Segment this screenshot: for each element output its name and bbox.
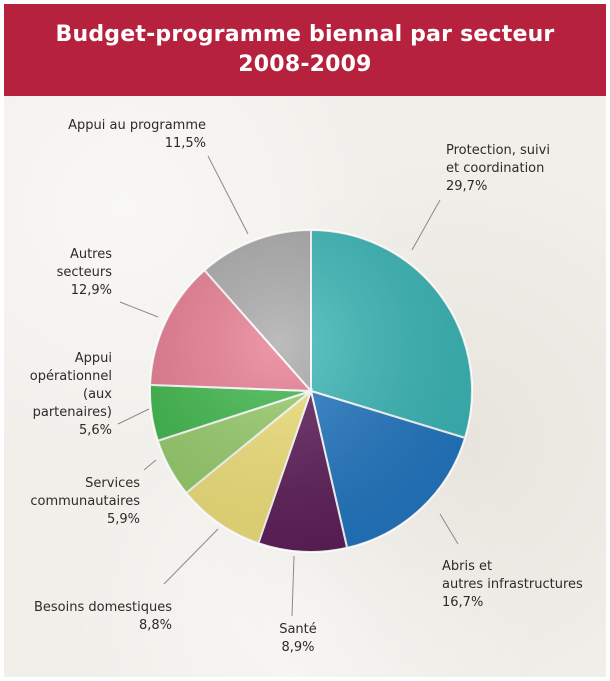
- slice-name-line: autres infrastructures: [442, 577, 583, 592]
- leader-line-0: [411, 199, 441, 251]
- slice-value-label: 11,5%: [165, 136, 206, 151]
- leader-line-1: [439, 513, 459, 545]
- title-bar: Budget-programme biennal par secteur 200…: [4, 4, 606, 96]
- slice-name-line: Appui au programme: [68, 118, 206, 133]
- slice-value-label: 5,6%: [79, 423, 112, 438]
- leader-line-7: [207, 155, 249, 235]
- slice-name-line: partenaires): [33, 405, 112, 420]
- leader-line-5: [117, 408, 150, 425]
- slice-name-line: Besoins domestiques: [34, 600, 172, 615]
- slice-value-label: 8,8%: [139, 618, 172, 633]
- slice-name-line: Services: [85, 476, 140, 491]
- slice-name-line: opérationnel: [30, 369, 112, 384]
- slice-label-2: Santé 8,9%: [279, 622, 317, 655]
- slice-value-label: 12,9%: [71, 283, 112, 298]
- leader-line-6: [119, 301, 159, 318]
- leader-line-4: [143, 459, 157, 471]
- slice-name-line: Autres: [70, 247, 112, 262]
- slice-label-7: Appui au programme 11,5%: [68, 118, 206, 151]
- chart-subtitle: 2008-2009: [238, 52, 372, 77]
- slice-name-line: communautaires: [30, 494, 140, 509]
- slice-name-line: Abris et: [442, 559, 492, 574]
- slice-label-0: Protection, suivi et coordination 29,7%: [446, 143, 550, 194]
- slice-value-label: 16,7%: [442, 595, 483, 610]
- slice-name-line: (aux: [83, 387, 112, 402]
- slice-value-label: 29,7%: [446, 179, 487, 194]
- slice-label-3: Besoins domestiques 8,8%: [34, 600, 172, 633]
- slice-label-4: Services communautaires 5,9%: [30, 476, 140, 527]
- chart-frame: Budget-programme biennal par secteur 200…: [4, 4, 606, 677]
- slice-name-line: Appui: [75, 351, 112, 366]
- slice-label-6: Autres secteurs 12,9%: [57, 247, 113, 298]
- slice-name-line: et coordination: [446, 161, 544, 176]
- slice-value-label: 8,9%: [281, 640, 314, 655]
- slice-name-line: secteurs: [57, 265, 113, 280]
- chart-title: Budget-programme biennal par secteur: [55, 22, 555, 47]
- slice-value-label: 5,9%: [107, 512, 140, 527]
- pie-chart: Protection, suivi et coordination 29,7% Abr…: [30, 118, 583, 655]
- slice-name-line: Protection, suivi: [446, 143, 550, 158]
- leader-line-2: [291, 555, 295, 617]
- slice-label-5: Appui opérationnel (aux partenaires) 5,6%: [30, 351, 113, 438]
- leader-line-3: [163, 528, 219, 585]
- slice-name-line: Santé: [279, 622, 317, 637]
- slice-label-1: Abris et autres infrastructures 16,7%: [442, 559, 583, 610]
